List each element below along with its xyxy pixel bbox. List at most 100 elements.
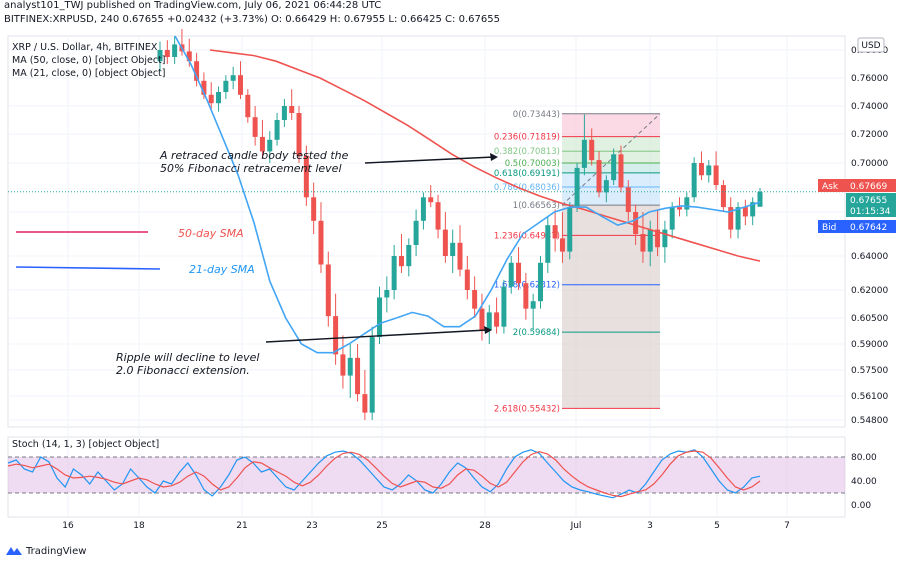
candle-body bbox=[589, 139, 595, 161]
footer-brand[interactable]: TradingView bbox=[6, 543, 86, 559]
fib-level-label: 0.5(0.70003) bbox=[505, 159, 560, 169]
candle-body bbox=[362, 394, 368, 413]
time-tick-label: 7 bbox=[784, 521, 790, 531]
stoch-lines bbox=[7, 449, 761, 499]
time-tick-label: 21 bbox=[236, 521, 247, 531]
candle-body bbox=[706, 165, 712, 176]
candle-body bbox=[640, 234, 646, 252]
annotation-fib-line2: 50% Fibonacci retracement level bbox=[160, 162, 342, 175]
candle-body bbox=[450, 242, 456, 256]
candle-body bbox=[296, 113, 302, 156]
candle-body bbox=[289, 106, 295, 113]
candle-body bbox=[596, 160, 602, 193]
price-tick-label: 0.56100 bbox=[851, 392, 888, 402]
candle-body bbox=[735, 207, 741, 230]
candle-body bbox=[669, 207, 675, 230]
candle-body bbox=[581, 139, 587, 168]
bid-label: Bid bbox=[822, 223, 836, 233]
bar-countdown: 01:15:34 bbox=[850, 207, 891, 217]
candle-body bbox=[303, 155, 309, 198]
fib-level-label: 0(0.73443) bbox=[513, 110, 560, 120]
annotation-decline-line2: 2.0 Fibonacci extension. bbox=[116, 364, 250, 377]
last-price-value: 0.67655 bbox=[850, 196, 887, 206]
axes: 0.780000.760000.740000.720000.700000.660… bbox=[12, 37, 888, 531]
fib-zone bbox=[562, 113, 660, 137]
candle-body bbox=[677, 207, 683, 210]
candle-body bbox=[750, 202, 756, 217]
candle-body bbox=[457, 242, 463, 270]
legend-stoch: Stoch (14, 1, 3) [object Object] bbox=[12, 439, 159, 450]
price-tick-label: 0.64000 bbox=[851, 252, 888, 262]
candle-body bbox=[369, 337, 375, 413]
price-tick-label: 0.57500 bbox=[851, 366, 888, 376]
annotation-fib-arrow bbox=[364, 156, 495, 164]
candle-body bbox=[559, 238, 565, 252]
candle-body bbox=[208, 94, 214, 104]
annotation-decline-arrowhead bbox=[484, 326, 492, 334]
bid-value-box bbox=[846, 220, 896, 233]
candle-body bbox=[691, 163, 697, 198]
grid bbox=[7, 35, 846, 518]
candle-body bbox=[318, 220, 324, 265]
last-price-box bbox=[846, 193, 896, 217]
stoch-tick-label: 40.00 bbox=[851, 477, 877, 487]
candle-body bbox=[237, 75, 243, 95]
fibonacci-tool: 0(0.73443) 0.236(0.71819) 0.382(0.70813) 0.… bbox=[494, 110, 661, 414]
time-tick-label: 23 bbox=[306, 521, 317, 531]
fib-level-label: 0.236(0.71819) bbox=[494, 133, 560, 143]
candle-body bbox=[259, 136, 265, 152]
candle-body bbox=[340, 354, 346, 376]
fib-level-label: 0.382(0.70813) bbox=[494, 147, 560, 157]
legend-ma50: MA (50, close, 0) [object Object] bbox=[12, 55, 165, 66]
price-tick-label: 0.76000 bbox=[851, 74, 888, 84]
fib-zone bbox=[562, 151, 660, 163]
fib-level-label: 1(0.66563) bbox=[513, 201, 560, 211]
candle-body bbox=[662, 229, 668, 248]
candle-body bbox=[523, 283, 529, 309]
symbol-ohlc: BITFINEX:XRPUSD, 240 0.67655 +0.02432 (+… bbox=[4, 14, 500, 25]
fib-level-label: 0.618(0.69191) bbox=[494, 169, 560, 179]
candle-body bbox=[464, 269, 470, 290]
candle-body bbox=[311, 197, 317, 221]
candle-body bbox=[537, 262, 543, 302]
candle-body bbox=[574, 167, 580, 208]
candle-body bbox=[698, 163, 704, 176]
time-tick-label: 5 bbox=[714, 521, 720, 531]
annotation-fib-arrowhead bbox=[490, 153, 498, 161]
fib-zone bbox=[562, 284, 660, 333]
candle-body bbox=[479, 308, 485, 331]
candle-body bbox=[552, 225, 558, 239]
bid-label-box bbox=[818, 220, 846, 233]
time-tick-label: 18 bbox=[133, 521, 145, 531]
candle-body bbox=[494, 312, 500, 327]
candle-body bbox=[406, 245, 412, 267]
fib-level-label: 0.786(0.68036) bbox=[494, 183, 560, 193]
annotation-decline-arrow bbox=[265, 329, 488, 343]
time-tick-label: Jul bbox=[570, 521, 582, 531]
candle-body bbox=[384, 290, 390, 298]
candle-body bbox=[245, 94, 251, 118]
stoch-d-line bbox=[7, 450, 761, 498]
candle-body bbox=[647, 229, 653, 252]
candle-body bbox=[216, 92, 222, 104]
candle-body bbox=[442, 229, 448, 256]
candle-body bbox=[223, 80, 229, 92]
fib-zone bbox=[562, 172, 660, 188]
price-tick-label: 0.59000 bbox=[851, 340, 888, 350]
candle-body bbox=[508, 262, 514, 287]
candle-body bbox=[398, 256, 404, 267]
stoch-band bbox=[8, 456, 845, 494]
time-tick-label: 28 bbox=[479, 521, 491, 531]
candle-body bbox=[333, 316, 339, 355]
candle-body bbox=[530, 301, 536, 309]
time-tick-label: 3 bbox=[647, 521, 653, 531]
tradingview-logo-icon bbox=[6, 547, 22, 555]
sma50-annotation: 50-day SMA bbox=[178, 227, 244, 240]
candle-body bbox=[355, 357, 361, 395]
legend-title: XRP / U.S. Dollar, 4h, BITFINEX bbox=[12, 42, 158, 53]
price-tick-label: 0.60500 bbox=[851, 314, 888, 324]
brand-name: TradingView bbox=[26, 545, 87, 557]
